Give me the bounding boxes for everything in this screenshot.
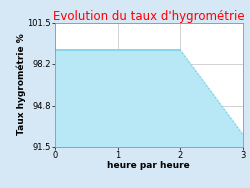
Title: Evolution du taux d'hygrométrie: Evolution du taux d'hygrométrie <box>53 10 244 23</box>
X-axis label: heure par heure: heure par heure <box>108 161 190 170</box>
Y-axis label: Taux hygrométrie %: Taux hygrométrie % <box>16 34 26 136</box>
